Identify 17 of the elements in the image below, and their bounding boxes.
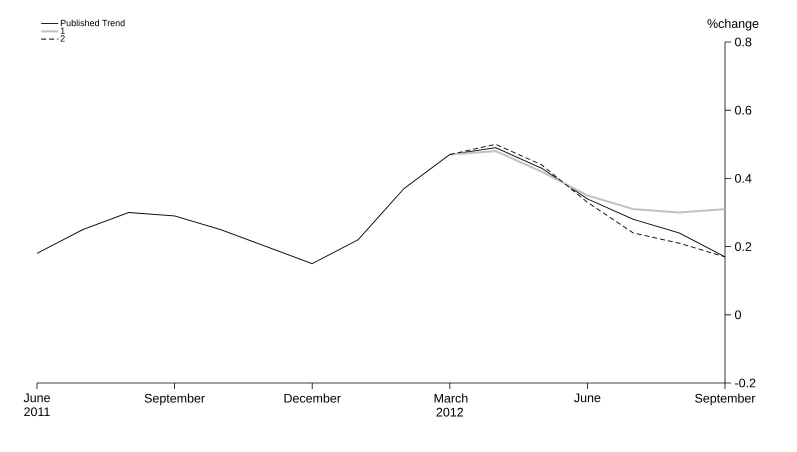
line-series — [448, 150, 726, 214]
legend-label: 1 — [60, 28, 65, 34]
x-tick-label: September — [695, 394, 756, 406]
legend-label: 2 — [60, 35, 65, 42]
y-tick-label: 0.8 — [735, 38, 752, 46]
y-tick-label: 0.2 — [735, 242, 752, 252]
y-tick-label: -0.2 — [735, 378, 756, 388]
x-tick-label: June 2011 — [24, 394, 50, 416]
x-tick-label: December — [284, 394, 341, 403]
y-tick-label: 0 — [735, 310, 741, 320]
y-tick-label: 0.6 — [735, 106, 752, 115]
x-tick-label: March 2012 — [434, 394, 468, 417]
legend-label: Published Trend — [60, 20, 125, 26]
x-tick-label: September — [144, 394, 205, 406]
x-tick-label: June — [574, 394, 600, 402]
y-tick-label: 0.4 — [735, 174, 752, 183]
y-axis-title: %change — [707, 18, 758, 30]
